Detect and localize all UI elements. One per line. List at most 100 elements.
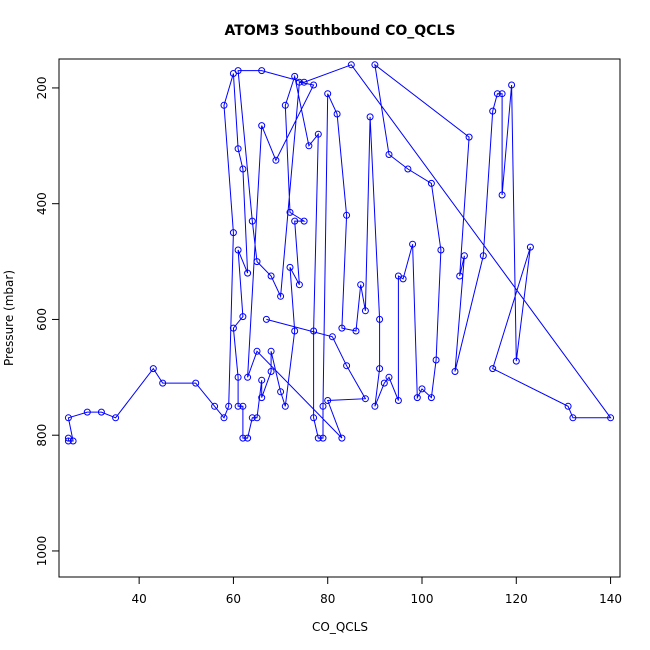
x-axis: 40 60 80 100 120 140 (132, 577, 622, 606)
data-point (192, 379, 200, 387)
data-point (413, 394, 421, 402)
data-point (239, 165, 247, 173)
data-point (338, 434, 346, 442)
data-point (229, 324, 237, 332)
data-point (498, 90, 506, 98)
data-point (295, 78, 303, 86)
data-point (244, 269, 252, 277)
data-point (319, 402, 327, 410)
data-point (333, 110, 341, 118)
data-point (310, 81, 318, 89)
data-point (277, 388, 285, 396)
data-point (220, 414, 228, 422)
data-point (258, 394, 266, 402)
data-point (64, 414, 72, 422)
data-point (267, 368, 275, 375)
data-point (234, 246, 242, 254)
data-point (512, 357, 520, 365)
data-point (229, 229, 237, 237)
x-tick-label: 40 (132, 592, 147, 606)
data-point (234, 402, 242, 410)
data-point (310, 327, 318, 335)
data-point (159, 379, 167, 387)
data-point (291, 72, 299, 80)
plot-frame (58, 58, 621, 578)
data-point (328, 333, 336, 341)
data-point (262, 315, 270, 323)
data-point (253, 414, 261, 422)
data-point (281, 101, 289, 109)
data-point (361, 395, 369, 403)
data-point (564, 402, 572, 410)
y-axis-label: Pressure (mbar) (2, 270, 16, 366)
data-point (225, 402, 233, 410)
x-tick-label: 100 (411, 592, 434, 606)
x-tick-label: 140 (599, 592, 622, 606)
data-point (460, 252, 468, 260)
data-point (437, 246, 445, 254)
data-point (343, 362, 351, 370)
data-point (258, 376, 266, 384)
data-point (479, 252, 487, 260)
chart-title: ATOM3 Southbound CO_QCLS (225, 23, 456, 39)
x-tick-label: 80 (320, 592, 335, 606)
x-axis-label: CO_QCLS (312, 620, 368, 634)
data-point (239, 313, 247, 321)
data-point (371, 61, 379, 69)
y-tick-label: 800 (35, 424, 49, 447)
data-point (376, 315, 384, 323)
data-point (314, 434, 322, 442)
data-point (291, 217, 299, 225)
plot-area (64, 61, 615, 445)
data-point (239, 434, 247, 442)
data-point (234, 67, 242, 75)
data-point (427, 394, 435, 402)
data-point (489, 107, 497, 115)
data-point (281, 402, 289, 410)
data-point (399, 275, 407, 283)
data-point (267, 272, 275, 280)
data-point (371, 402, 379, 410)
data-point (456, 272, 464, 280)
data-point (526, 243, 534, 251)
data-point (508, 81, 516, 89)
data-point (300, 78, 308, 86)
data-point (451, 368, 459, 375)
data-point (258, 122, 266, 130)
data-point (338, 324, 346, 332)
data-point (366, 113, 374, 121)
data-point (607, 414, 615, 422)
data-point (258, 67, 266, 75)
data-point (324, 397, 332, 404)
data-point (291, 327, 299, 335)
data-point (244, 434, 252, 442)
data-point (394, 397, 402, 404)
data-point (286, 208, 294, 216)
series-line (67, 63, 612, 442)
data-point (385, 373, 393, 381)
y-tick-label: 400 (35, 192, 49, 215)
data-point (277, 292, 285, 300)
data-point (239, 402, 247, 410)
data-point (248, 414, 256, 422)
data-point (300, 217, 308, 225)
data-point (352, 327, 360, 335)
data-point (244, 373, 252, 381)
data-point (314, 130, 322, 138)
data-point (465, 133, 473, 141)
data-point (376, 365, 384, 373)
data-point (427, 179, 435, 187)
data-point (97, 408, 105, 416)
data-point (404, 165, 412, 173)
data-point (272, 156, 280, 164)
x-tick-label: 120 (505, 592, 528, 606)
data-point (267, 347, 275, 355)
data-point (361, 307, 369, 315)
data-point (149, 365, 157, 373)
data-point (498, 191, 506, 199)
data-point (343, 211, 351, 219)
y-tick-label: 200 (35, 76, 49, 99)
data-point (380, 379, 388, 387)
data-point (234, 373, 242, 381)
